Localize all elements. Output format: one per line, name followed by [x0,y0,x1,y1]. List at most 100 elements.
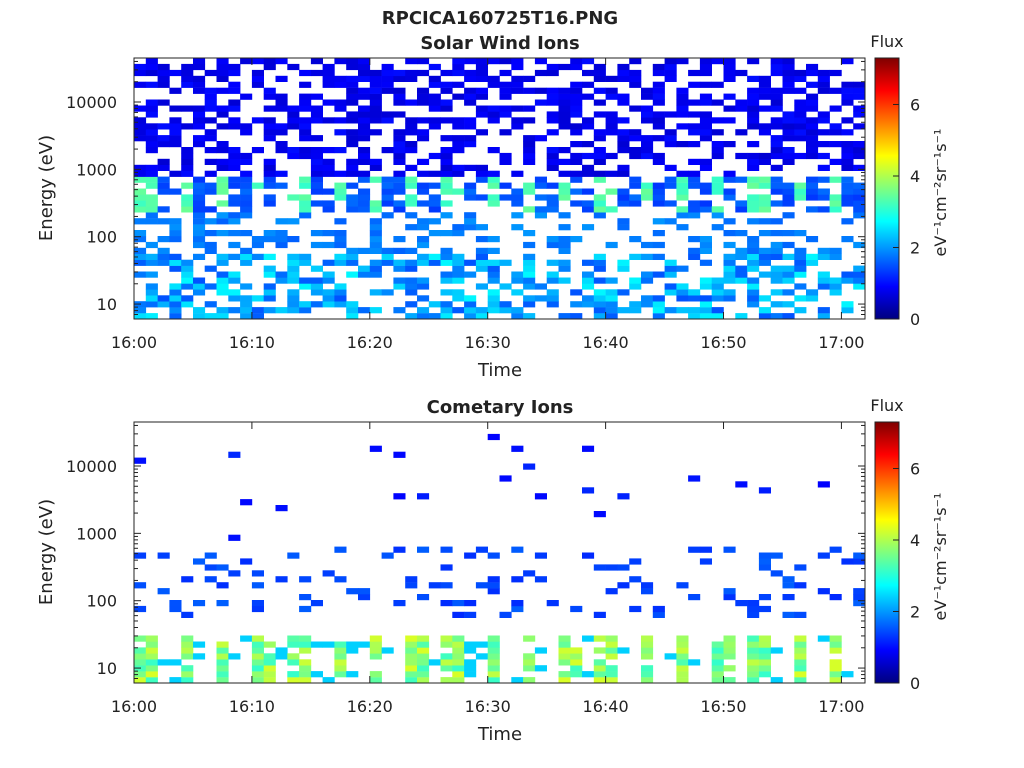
heatmap-cell [417,99,430,106]
heatmap-cell [475,58,488,65]
heatmap-cell [381,247,394,254]
heatmap-cell [287,259,300,266]
heatmap-cell [582,487,595,494]
heatmap-cell [452,259,465,266]
heatmap-cell [334,230,347,237]
heatmap-cell [711,81,724,88]
heatmap-cell [546,63,559,71]
heatmap-cell [770,247,783,254]
figure-title: RPCICA160725T16.PNG [382,8,618,29]
heatmap-cell [758,653,771,660]
heatmap-cell [145,69,158,77]
heatmap-cell [735,200,748,207]
heatmap-cell [487,271,500,278]
heatmap-cell [299,123,312,130]
heatmap-cell [251,582,264,589]
heatmap-cell [145,111,158,118]
heatmap-cell [699,241,712,249]
heatmap-cell [546,147,559,154]
heatmap-cell [770,147,783,154]
heatmap-cell [440,313,453,320]
heatmap-cell [782,230,795,237]
heatmap-cell [240,247,253,254]
heatmap-cell [369,236,382,243]
heatmap-cell [440,247,453,254]
heatmap-cell [841,188,854,195]
heatmap-cell [452,164,465,171]
heatmap-cell [546,295,559,302]
heatmap-cell [782,69,795,77]
heatmap-cell [346,647,359,654]
x-axis: 16:00 16:10 16:20 16:30 16:40 16:50 17:00 [111,58,864,352]
heatmap-cell [334,129,347,136]
heatmap-cell [417,93,430,100]
heatmap-cell [641,111,654,118]
heatmap-cell [405,176,418,183]
heatmap-cell [475,247,488,254]
heatmap-cell [817,81,830,88]
heatmap-cell [617,164,630,171]
heatmap-cell [369,677,382,684]
heatmap-cell [134,659,147,666]
heatmap-cell [605,677,618,684]
heatmap-cell [688,546,701,553]
heatmap-cell [747,194,760,201]
heatmap-cell [287,63,300,71]
heatmap-cell [747,87,760,94]
heatmap-cell [688,123,701,130]
heatmap-cell [782,58,795,65]
heatmap-cell [157,206,170,213]
heatmap-cell [204,301,217,308]
heatmap-cell [758,75,771,82]
heatmap-cell [346,259,359,266]
heatmap-cell [817,271,830,278]
heatmap-cell [699,206,712,213]
heatmap-cell [688,247,701,254]
heatmap-cell [193,558,206,565]
heatmap-cell [417,259,430,266]
heatmap-cell [216,259,229,266]
heatmap-cell [699,247,712,254]
heatmap-cell [523,152,536,160]
heatmap-cell [534,212,547,219]
heatmap-cell [464,611,477,618]
heatmap-cell [747,605,760,613]
heatmap-cell [417,135,430,142]
heatmap-cell [334,283,347,290]
heatmap-cell [369,671,382,678]
heatmap-cell [216,218,229,225]
heatmap-cell [145,653,158,660]
heatmap-cell [322,301,335,308]
heatmap-cell [216,123,229,130]
heatmap-cell [169,69,182,77]
heatmap-cell [794,659,807,666]
heatmap-cell [381,253,394,260]
heatmap-cell [452,117,465,124]
heatmap-cell [157,588,170,595]
y-tick-label: 1000 [76,524,117,543]
heatmap-cell [723,588,736,595]
heatmap-cell [605,206,618,213]
heatmap-cell [145,164,158,171]
heatmap-cell [464,93,477,100]
heatmap-cell [829,647,842,654]
heatmap-cell [452,58,465,65]
heatmap-cell [417,493,430,500]
heatmap-cell [676,93,689,100]
heatmap-cell [511,576,524,583]
heatmap-cell [417,295,430,302]
heatmap-cell [652,93,665,100]
heatmap-cell [558,236,571,243]
heatmap-cell [464,295,477,302]
heatmap-cell [523,117,536,124]
heatmap-cell [676,194,689,201]
heatmap-cell [287,253,300,260]
heatmap-cell [641,588,654,595]
heatmap-cell [251,677,264,684]
heatmap-cell [475,546,488,553]
heatmap-cell [405,247,418,254]
heatmap-cell [829,123,842,130]
heatmap-cell [617,93,630,100]
heatmap-cell [405,671,418,678]
heatmap-cell [629,277,642,284]
